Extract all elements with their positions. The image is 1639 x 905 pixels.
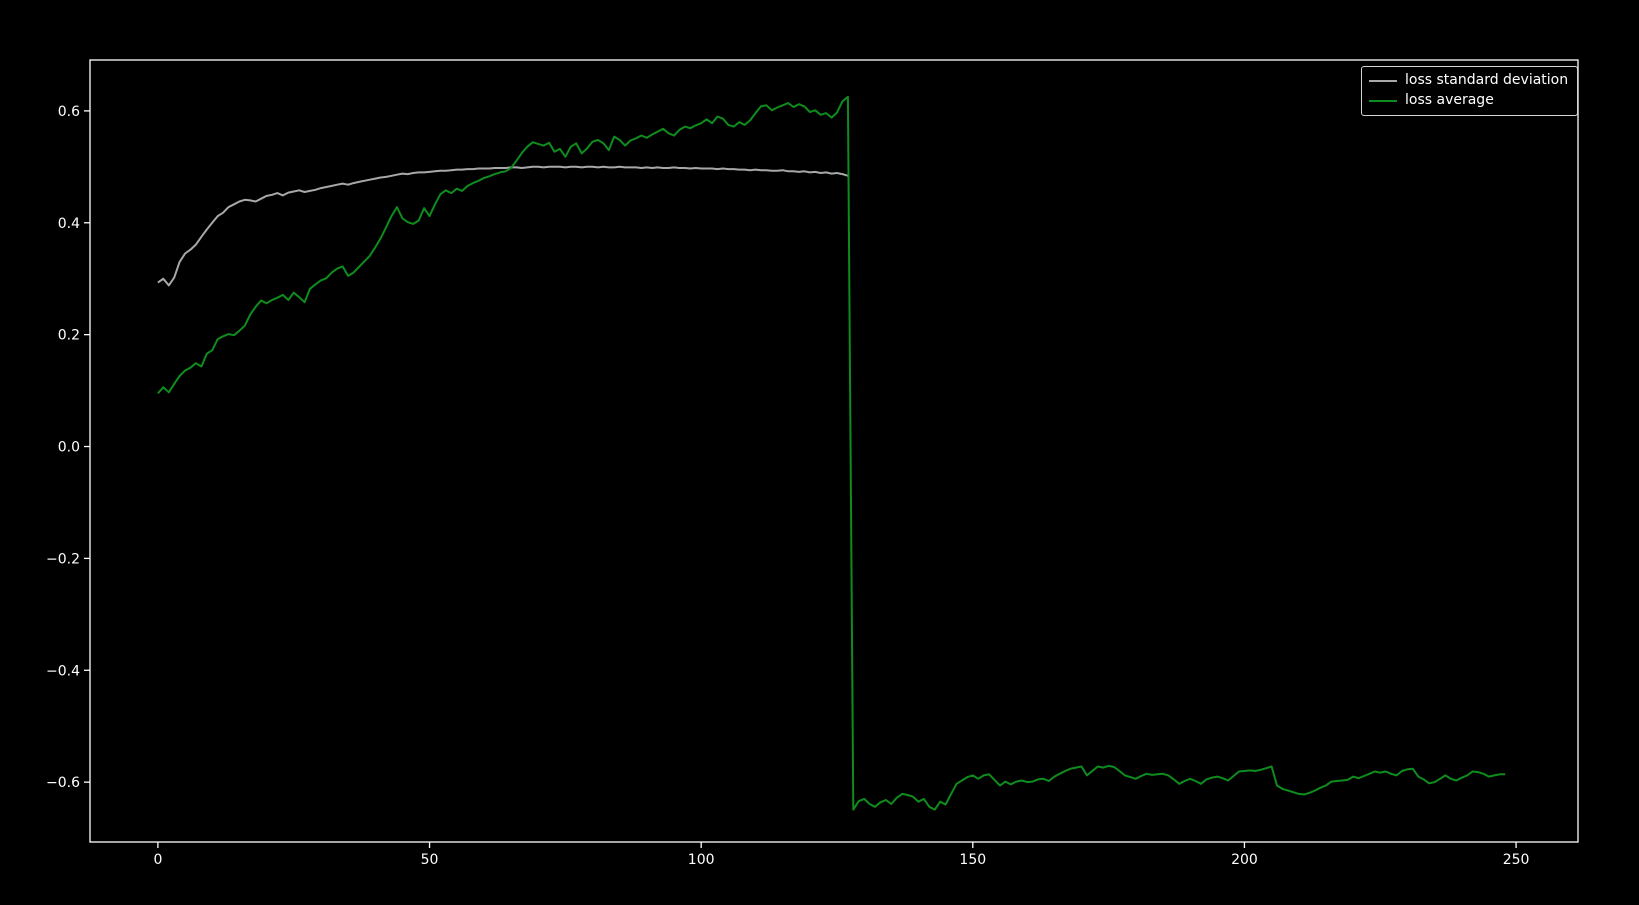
x-tick-label: 150 [959,852,986,868]
legend-item-loss-average: loss average [1369,92,1568,109]
x-tick-label: 200 [1231,852,1258,868]
legend-item-loss-standard-deviation: loss standard deviation [1369,72,1568,89]
x-tick-label: 100 [688,852,715,868]
y-tick-label: 0.2 [58,328,80,344]
legend-line-sample-gray [1369,79,1397,82]
series-line-loss-average [157,95,1506,811]
legend-label-loss-standard-deviation: loss standard deviation [1405,72,1569,88]
y-tick-label: −0.4 [46,663,80,679]
x-tick-label: 250 [1503,852,1530,868]
x-tick-label: 0 [153,852,162,868]
y-tick-label: 0.0 [58,440,80,456]
series-line-loss-standard-deviation [157,165,849,287]
y-tick-label: −0.6 [46,775,80,791]
x-tick-label: 50 [421,852,439,868]
legend-line-sample-green [1369,99,1397,102]
legend-label-loss-average: loss average [1405,92,1494,108]
legend: loss standard deviation loss average [1361,66,1579,116]
y-tick-label: 0.6 [58,104,80,120]
y-tick-label: −0.2 [46,551,80,567]
axes-spines [89,59,1579,843]
y-tick-label: 0.4 [58,216,80,232]
